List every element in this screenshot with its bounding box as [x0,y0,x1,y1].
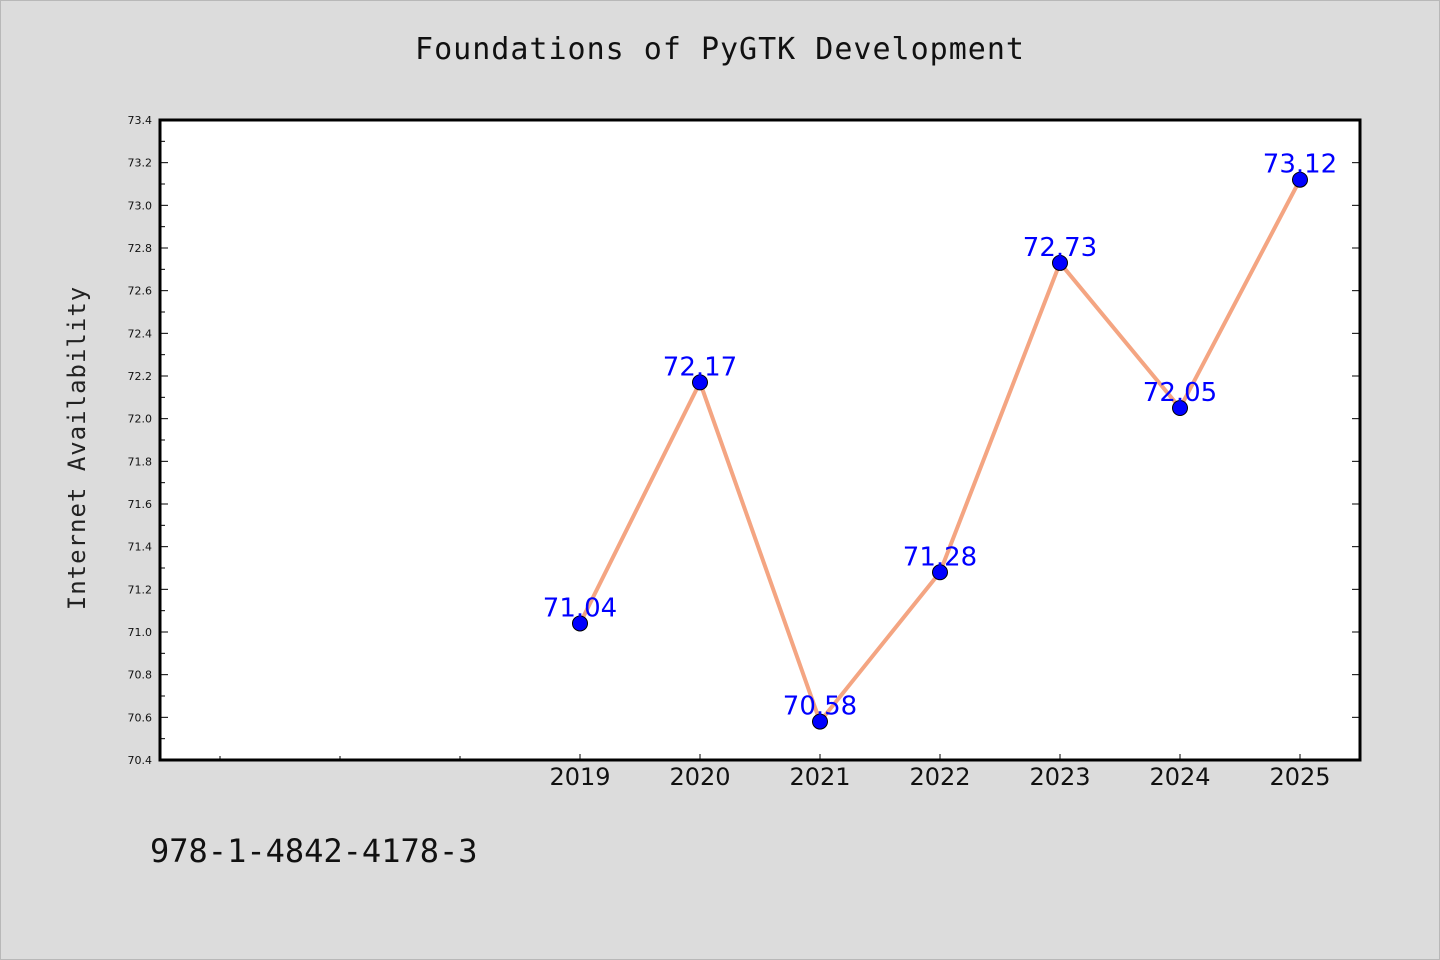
data-point [1052,254,1068,271]
plot-area [158,118,1362,762]
data-point [1292,171,1308,188]
y-tick-label: 72.6 [128,285,153,298]
data-label: 72.73 [1023,233,1097,263]
data-label: 72.17 [663,352,737,382]
y-tick-label: 71.2 [128,583,153,596]
data-label: 71.04 [543,593,617,623]
y-tick-label: 70.6 [128,711,153,724]
x-tick-label: 2019 [549,763,610,791]
data-label: 73.12 [1263,150,1337,180]
x-tick-label: 2021 [789,763,850,791]
x-tick-label: 2025 [1269,763,1330,791]
data-point [812,713,828,730]
y-tick-label: 73.4 [128,114,153,127]
y-tick-label: 70.4 [128,754,153,767]
y-tick-label: 70.8 [128,669,153,682]
y-tick-label: 72.0 [128,413,153,426]
y-tick-label: 72.4 [128,327,153,340]
y-tick-label: 71.0 [128,626,153,639]
y-tick-label: 73.0 [128,199,153,212]
y-tick-label: 71.8 [128,455,153,468]
y-tick-label: 72.8 [128,242,153,255]
x-tick-label: 2022 [909,763,970,791]
data-label: 70.58 [783,692,857,722]
y-tick-label: 71.6 [128,498,153,511]
series-layer [572,171,1308,730]
y-tick-label: 73.2 [128,157,153,170]
y-axis: 70.4 70.6 70.8 71.0 71.2 71.4 71.6 71.8 72.0 72.2… [128,114,1360,767]
y-tick-label: 72.2 [128,370,153,383]
isbn-text: 978-1-4842-4178-3 [150,832,478,870]
data-point [572,615,588,632]
x-axis: 2019 2020 2021 2022 2023 2024 2025 [219,754,1331,791]
data-point [932,564,948,581]
data-label-layer: 71.04 72.17 70.58 71.28 72.73 72.05 73.12 [543,150,1337,722]
data-label: 71.28 [903,542,977,572]
x-tick-label: 2024 [1149,763,1210,791]
data-point [1172,400,1188,416]
x-tick-label: 2020 [669,763,730,791]
data-label: 72.05 [1143,378,1217,408]
x-tick-label: 2023 [1029,763,1090,791]
y-tick-label: 71.4 [128,541,153,554]
data-point [692,374,708,391]
chart-title: Foundations of PyGTK Development [415,32,1025,67]
